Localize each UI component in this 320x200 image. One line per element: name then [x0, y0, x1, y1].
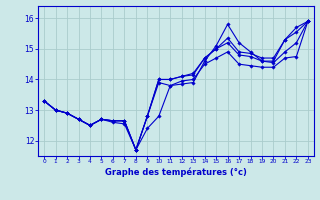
X-axis label: Graphe des températures (°c): Graphe des températures (°c) — [105, 167, 247, 177]
